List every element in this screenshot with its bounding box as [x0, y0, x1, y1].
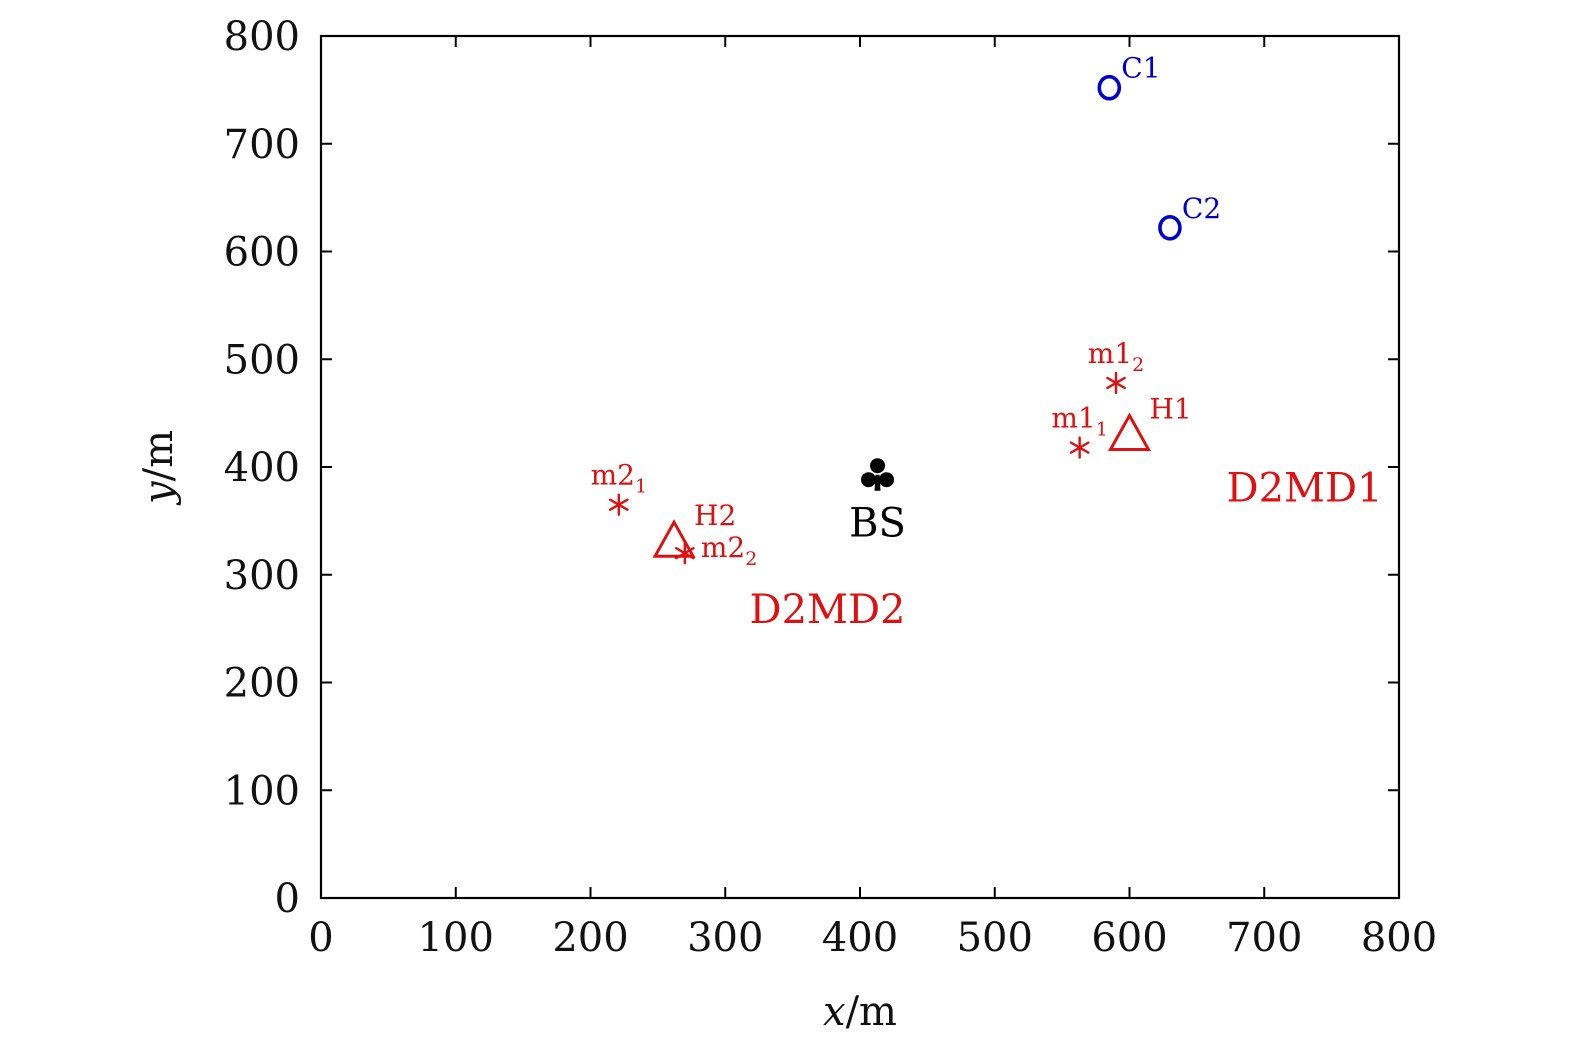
x-axis-var: x — [823, 989, 846, 1035]
point-label-m1-1: m11 — [1051, 402, 1107, 441]
x-tick-label: 800 — [1361, 915, 1437, 961]
point-m1-1: m11 — [1051, 402, 1108, 459]
x-tick-label: 200 — [552, 915, 628, 961]
point-h2: H2 — [652, 499, 736, 558]
point-label-m2-1: m21 — [591, 459, 647, 498]
point-label-c1: C1 — [1121, 52, 1160, 85]
x-tick-label: 100 — [418, 915, 494, 961]
point-label-h1: H1 — [1150, 393, 1192, 426]
x-axis-title: x/m — [823, 989, 897, 1035]
y-axis-unit: /m — [136, 430, 182, 481]
y-tick-label: 200 — [224, 661, 300, 707]
x-tick-label: 500 — [957, 915, 1033, 961]
annotations: D2MD1 D2MD2 — [750, 465, 1383, 633]
y-tick-label: 0 — [275, 876, 300, 922]
point-c2: C2 — [1158, 192, 1221, 241]
triangle-marker — [652, 519, 696, 558]
point-m2-1: m21 — [591, 459, 647, 516]
point-m2-2: m22 — [674, 531, 757, 570]
y-tick-label: 600 — [224, 230, 300, 276]
y-axis-var: y — [136, 480, 182, 506]
point-label-h2: H2 — [694, 499, 736, 532]
triangle-marker — [1107, 412, 1152, 452]
circle-marker — [1097, 74, 1122, 101]
annotation-d2md2: D2MD2 — [750, 587, 906, 633]
x-tick-label: 0 — [308, 915, 333, 961]
x-tick-label: 600 — [1091, 915, 1167, 961]
annotation-d2md1: D2MD1 — [1227, 465, 1383, 511]
asterisk-marker — [1069, 436, 1090, 459]
x-tick-label: 300 — [687, 915, 763, 961]
y-tick-label: 400 — [224, 445, 300, 491]
circle-marker — [1158, 214, 1182, 241]
y-axis-title: y/m — [136, 430, 182, 506]
asterisk-marker — [1106, 371, 1126, 395]
plot-frame — [319, 34, 1401, 900]
point-label-m2-2: m22 — [701, 531, 757, 570]
x-tick-label: 400 — [822, 915, 898, 961]
point-c1: C1 — [1097, 52, 1161, 101]
asterisk-marker — [608, 493, 629, 516]
point-m1-2: m12 — [1088, 337, 1144, 395]
y-tick-label: 800 — [224, 14, 300, 60]
point-bs: BS — [849, 458, 906, 547]
x-axis-unit: /m — [846, 989, 897, 1035]
y-tick-labels: 0 100 200 300 400 500 600 700 800 — [224, 14, 300, 922]
y-tick-label: 100 — [224, 768, 300, 814]
x-tick-label: 700 — [1226, 915, 1302, 961]
point-h1: H1 — [1107, 393, 1192, 452]
point-label-m1-2: m12 — [1088, 337, 1144, 376]
club-marker — [861, 458, 895, 491]
point-label-bs: BS — [849, 501, 906, 547]
y-tick-label: 500 — [224, 337, 300, 383]
point-label-c2: C2 — [1182, 192, 1221, 225]
asterisk-marker — [674, 542, 695, 565]
y-tick-label: 700 — [224, 122, 300, 168]
y-tick-label: 300 — [224, 553, 300, 599]
x-tick-labels: 0 100 200 300 400 500 600 700 800 — [308, 915, 1437, 961]
